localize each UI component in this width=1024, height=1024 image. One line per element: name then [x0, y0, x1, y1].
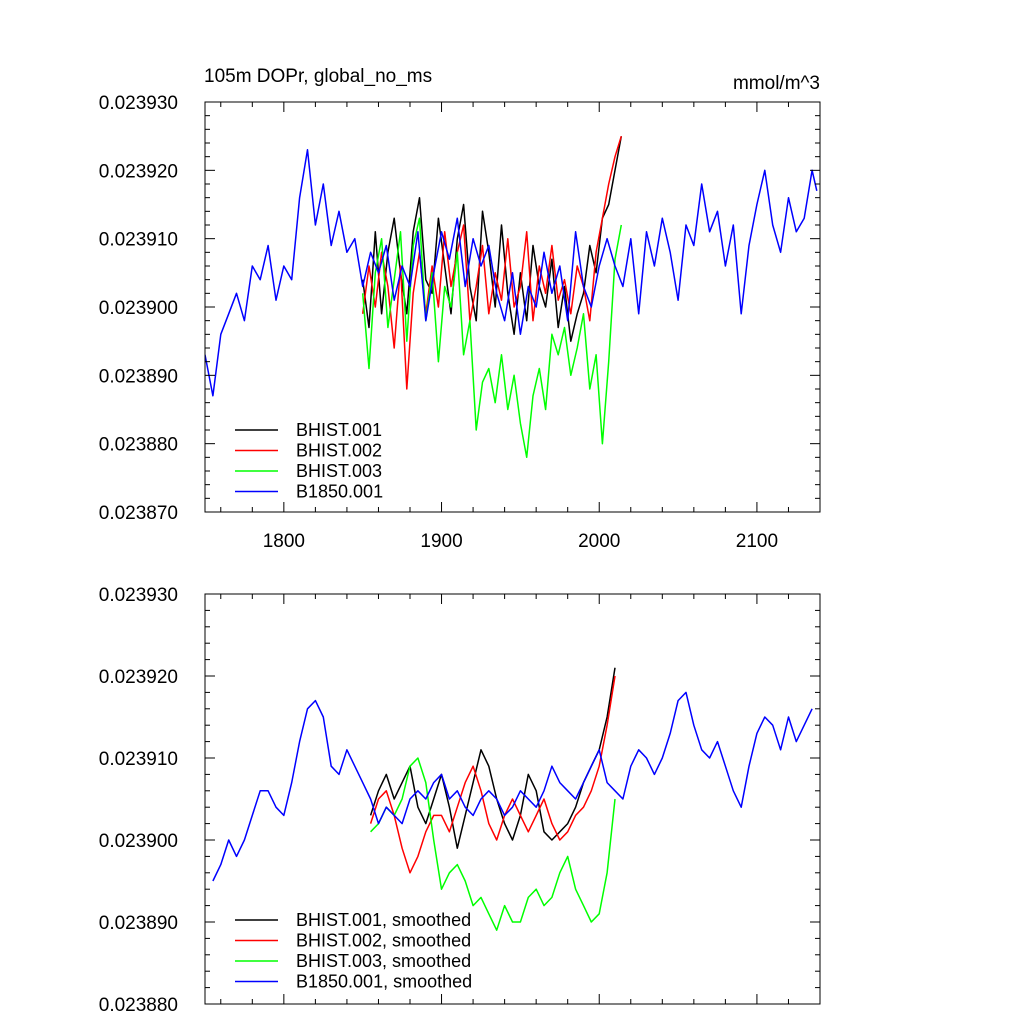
legend-label: BHIST.003: [296, 461, 382, 481]
series-line-b1850-001: [205, 149, 818, 397]
legend-label: BHIST.003, smoothed: [296, 951, 471, 971]
series-line-bhist-003: [361, 217, 623, 459]
y-tick-label: 0.023880: [99, 435, 178, 456]
y-tick-label: 0.023930: [99, 585, 178, 606]
y-tick-label: 0.023900: [99, 831, 178, 852]
series-line-bhist-001-smoothed: [369, 667, 616, 849]
y-tick-label: 0.023890: [99, 913, 178, 934]
series-line-bhist-002: [361, 135, 623, 390]
units-label: mmol/m^3: [733, 73, 820, 94]
legend-label: B1850.001, smoothed: [296, 972, 472, 992]
y-tick-label: 0.023910: [99, 749, 178, 770]
legend-label: B1850.001: [296, 482, 383, 502]
plot-frame: [204, 593, 821, 1005]
series-line-bhist-003-smoothed: [370, 757, 616, 931]
y-tick-label: 0.023920: [99, 667, 178, 688]
y-tick-label: 0.023910: [99, 230, 178, 251]
legend-label: BHIST.002: [296, 441, 382, 461]
series-line-bhist-002-smoothed: [369, 675, 616, 874]
y-tick-label: 0.023920: [99, 161, 178, 182]
panel-bottom-smoothed-timeseries: 0.023880 0.023890 0.023900 0.023910 0.023920…: [99, 585, 821, 1016]
legend-label: BHIST.001: [296, 420, 382, 440]
y-tick-label: 0.023900: [99, 298, 178, 319]
series-line-b1850-001-smoothed: [212, 691, 813, 882]
legend-label: BHIST.001, smoothed: [296, 910, 471, 930]
y-tick-label: 0.023870: [99, 503, 178, 524]
y-tick-label: 0.023930: [99, 93, 178, 114]
legend-label: BHIST.002, smoothed: [296, 931, 471, 951]
x-tick-label: 1900: [420, 531, 462, 552]
x-tick-label: 1800: [263, 531, 305, 552]
panel-top-dopr-timeseries: 105m DOPr, global_no_ms mmol/m^3 1800 190…: [99, 66, 821, 552]
chart-title: 105m DOPr, global_no_ms: [204, 66, 432, 87]
x-tick-label: 2000: [578, 531, 620, 552]
x-tick-label: 2100: [736, 531, 778, 552]
series-line-bhist-001: [361, 136, 623, 342]
y-tick-label: 0.023880: [99, 995, 178, 1016]
y-tick-label: 0.023890: [99, 366, 178, 387]
